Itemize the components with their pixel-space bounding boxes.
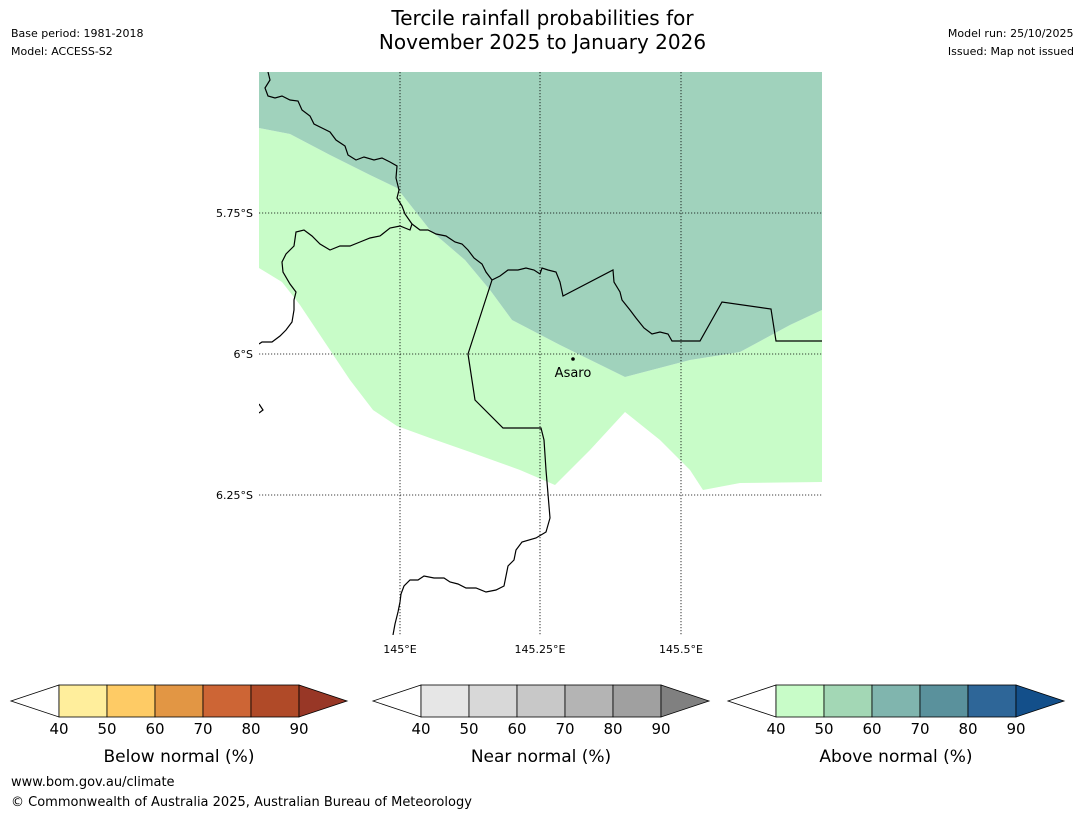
near-colorbar-segment-50 (468, 684, 518, 718)
above-colorbar-tick-50: 50 (814, 720, 833, 738)
boundary-south (392, 279, 551, 635)
below-colorbar-label: Below normal (%) (104, 747, 255, 767)
gridlines (259, 72, 822, 635)
below-colorbar-segment-40 (58, 684, 108, 718)
asaro-label: Asaro (555, 366, 592, 381)
base-period-text: Base period: 1981-2018 (11, 27, 144, 40)
above-colorbar-tick-90: 90 (1006, 720, 1025, 738)
near-colorbar-tick-40: 40 (411, 720, 430, 738)
near-colorbar-segment-40 (420, 684, 470, 718)
below-colorbar-tick-60: 60 (145, 720, 164, 738)
above-colorbar-segment-60 (871, 684, 921, 718)
lat-label-5-75: 5.75°S (216, 207, 253, 220)
below-colorbar-extend-high (298, 684, 349, 718)
below-normal-colorbar: 40 50 60 70 80 90 Below normal (%) (9, 684, 349, 767)
above-colorbar-segment-80 (967, 684, 1017, 718)
lon-label-145: 145°E (383, 643, 416, 656)
near-colorbar-tick-60: 60 (507, 720, 526, 738)
footer-copyright: © Commonwealth of Australia 2025, Austra… (11, 795, 472, 810)
above-normal-colorbar: 40 50 60 70 80 90 Above normal (%) (726, 684, 1066, 767)
above-colorbar-extend-low (726, 684, 777, 718)
below-colorbar-extend-low (9, 684, 60, 718)
near-colorbar-tick-70: 70 (555, 720, 574, 738)
model-text: Model: ACCESS-S2 (11, 45, 113, 58)
footer-url: www.bom.gov.au/climate (11, 775, 175, 790)
near-normal-colorbar: 40 50 60 70 80 90 Near normal (%) (371, 684, 711, 767)
province-boundaries (259, 72, 822, 635)
below-colorbar-segment-60 (154, 684, 204, 718)
near-colorbar-segment-80 (612, 684, 662, 718)
map-area (259, 72, 822, 635)
issued-text: Issued: Map not issued (947, 45, 1074, 58)
near-colorbar-segment-60 (516, 684, 566, 718)
below-colorbar-tick-40: 40 (49, 720, 68, 738)
model-run-text: Model run: 25/10/2025 (947, 27, 1074, 40)
map-title: Tercile rainfall probabilities for Novem… (0, 6, 1085, 54)
near-colorbar-extend-low (371, 684, 422, 718)
below-colorbar-segment-80 (250, 684, 300, 718)
near-colorbar-tick-90: 90 (651, 720, 670, 738)
above-colorbar-tick-40: 40 (766, 720, 785, 738)
above-colorbar-tick-70: 70 (910, 720, 929, 738)
above-colorbar-tick-80: 80 (958, 720, 977, 738)
lon-label-145-5: 145.5°E (659, 643, 703, 656)
header-left: Base period: 1981-2018 Model: ACCESS-S2 (11, 25, 143, 61)
near-colorbar-tick-80: 80 (603, 720, 622, 738)
boundary-west-fragment (259, 403, 264, 414)
near-colorbar-segment-70 (564, 684, 614, 718)
title-line-2: November 2025 to January 2026 (378, 30, 707, 54)
boundary-ridge (411, 223, 822, 342)
header-right: Model run: 25/10/2025 Issued: Map not is… (948, 25, 1074, 61)
below-colorbar-tick-80: 80 (241, 720, 260, 738)
colorbars: 40 50 60 70 80 90 Below normal (%) 40 50 60 70 80 90… (9, 684, 1066, 767)
below-colorbar-segment-50 (106, 684, 156, 718)
below-colorbar-segment-70 (202, 684, 252, 718)
below-colorbar-tick-90: 90 (289, 720, 308, 738)
lat-label-6: 6°S (234, 348, 253, 361)
near-colorbar-tick-50: 50 (459, 720, 478, 738)
near-colorbar-label: Near normal (%) (471, 747, 611, 767)
title-line-1: Tercile rainfall probabilities for (391, 6, 694, 30)
above-colorbar-extend-high (1015, 684, 1066, 718)
above-colorbar-segment-70 (919, 684, 969, 718)
map: Asaro 5.75°S 6°S 6.25°S 145°E 145.25°E 1… (216, 72, 822, 656)
below-colorbar-tick-50: 50 (97, 720, 116, 738)
above-colorbar-label: Above normal (%) (819, 747, 972, 767)
near-colorbar-extend-high (660, 684, 711, 718)
above-colorbar-segment-50 (823, 684, 873, 718)
lon-label-145-25: 145.25°E (515, 643, 566, 656)
asaro-marker (571, 357, 575, 361)
above-colorbar-segment-40 (775, 684, 825, 718)
above-colorbar-tick-60: 60 (862, 720, 881, 738)
lat-label-6-25: 6.25°S (216, 489, 253, 502)
below-colorbar-tick-70: 70 (193, 720, 212, 738)
